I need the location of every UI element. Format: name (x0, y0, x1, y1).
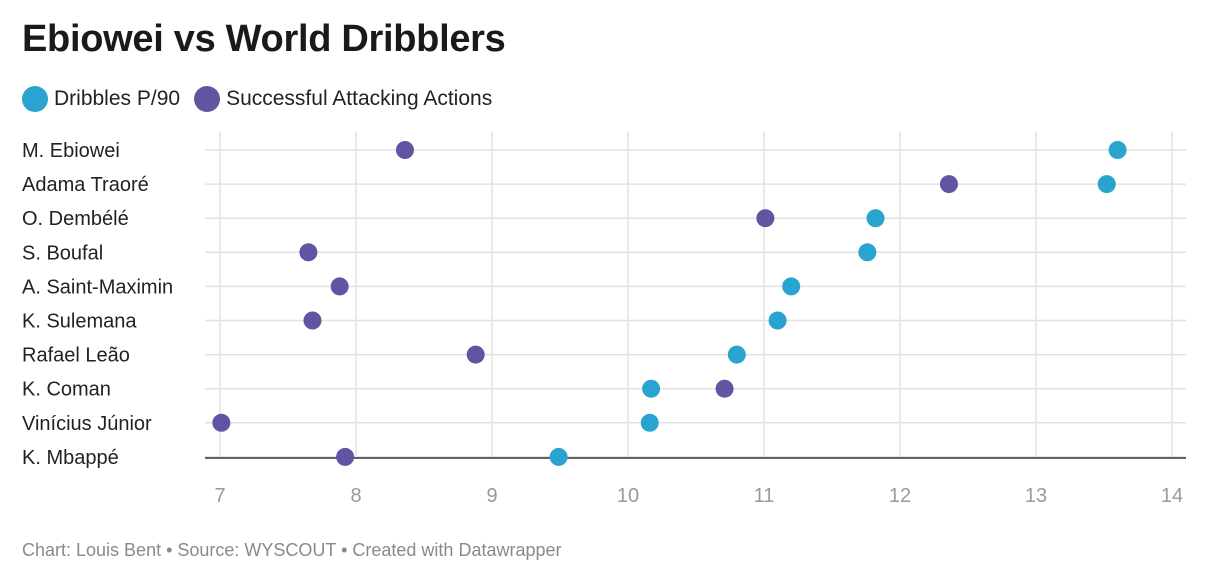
dot-successful-attacking-actions (299, 243, 318, 262)
dot-dribbles (727, 345, 746, 364)
legend: Dribbles P/90 Successful Attacking Actio… (22, 86, 506, 112)
dot-dribbles (1108, 141, 1127, 159)
dot-dribbles (1097, 175, 1116, 194)
dot-dribbles (782, 277, 801, 296)
dot-dribbles (642, 379, 661, 398)
x-tick-label: 7 (214, 485, 225, 507)
chart-footer: Chart: Louis Bent • Source: WYSCOUT • Cr… (22, 540, 562, 560)
legend-swatch-saa (194, 86, 221, 112)
dot-plot: 7 8 9 10 11 12 13 14 M. Ebiowei Adama Traoré O. De… (22, 132, 1186, 507)
dot-dribbles (640, 413, 659, 432)
dot-successful-attacking-actions (715, 379, 734, 398)
dot-dribbles (768, 311, 787, 330)
dot-successful-attacking-actions (756, 209, 775, 228)
dot-successful-attacking-actions (395, 141, 414, 159)
dot-dribbles (549, 447, 568, 466)
legend-item-saa: Successful Attacking Actions (194, 86, 492, 112)
x-tick-label: 8 (350, 485, 361, 507)
row-label: A. Saint-Maximin (22, 276, 173, 298)
row-label: K. Sulemana (22, 311, 137, 333)
row-label: K. Mbappé (22, 447, 119, 469)
row-label: O. Dembélé (22, 208, 129, 230)
row-label: S. Boufal (22, 242, 103, 264)
dot-successful-attacking-actions (336, 447, 355, 466)
dot-dribbles (866, 209, 885, 228)
x-tick-label: 12 (889, 485, 911, 507)
row-label: K. Coman (22, 379, 111, 401)
dot-successful-attacking-actions (303, 311, 322, 330)
row-label: M. Ebiowei (22, 140, 120, 162)
legend-label-dribbles: Dribbles P/90 (54, 87, 181, 110)
legend-swatch-dribbles (22, 86, 48, 112)
legend-label-saa: Successful Attacking Actions (226, 87, 493, 110)
row-label: Vinícius Júnior (22, 413, 152, 435)
dot-successful-attacking-actions (466, 345, 485, 364)
legend-item-dribbles: Dribbles P/90 (22, 86, 180, 112)
x-tick-label: 14 (1161, 485, 1183, 507)
dot-successful-attacking-actions (939, 175, 958, 194)
x-tick-label: 13 (1025, 485, 1047, 507)
x-tick-label: 9 (486, 485, 497, 507)
row-label: Rafael Leão (22, 345, 130, 367)
dot-successful-attacking-actions (330, 277, 349, 296)
dot-successful-attacking-actions (212, 413, 231, 432)
row-label: Adama Traoré (22, 174, 149, 196)
chart-title: Ebiowei vs World Dribblers (22, 18, 506, 60)
dot-dribbles (858, 243, 877, 262)
x-tick-label: 10 (617, 485, 639, 507)
x-tick-label: 11 (754, 485, 775, 507)
